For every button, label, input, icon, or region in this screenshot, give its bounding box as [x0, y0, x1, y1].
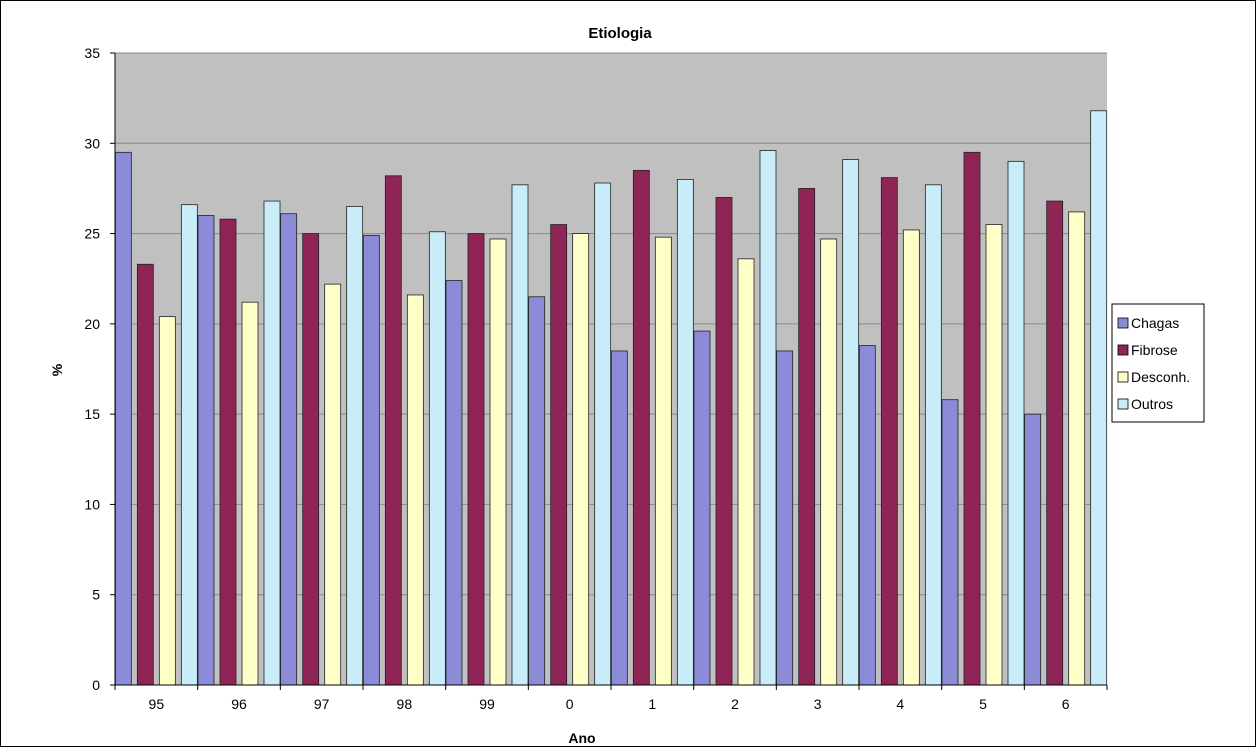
x-tick-label: 2 — [731, 696, 739, 712]
bar-fibrose-98 — [384, 175, 402, 686]
x-tick-label: 96 — [231, 696, 247, 712]
bar-chagas-96 — [197, 215, 215, 686]
bar-desconh-6 — [1068, 211, 1086, 686]
bar-desconh-97 — [324, 283, 342, 686]
bar-fibrose-6 — [1046, 200, 1064, 686]
bar-outros-1 — [676, 178, 694, 686]
bar-outros-95 — [180, 204, 198, 686]
bar-fibrose-4 — [880, 177, 898, 686]
bar-chagas-2 — [693, 330, 711, 686]
y-axis-label: % — [49, 363, 65, 376]
bar-outros-2 — [759, 150, 777, 686]
bar-fibrose-3 — [798, 188, 816, 686]
x-tick-label: 0 — [566, 696, 574, 712]
bar-fibrose-95 — [136, 263, 154, 686]
bar-outros-96 — [263, 200, 281, 686]
bar-desconh-98 — [406, 294, 424, 686]
legend-label-desconh: Desconh. — [1131, 369, 1190, 385]
bar-chagas-98 — [362, 234, 380, 686]
y-tick-label: 5 — [92, 587, 100, 603]
bar-desconh-96 — [241, 301, 259, 686]
bar-chagas-0 — [528, 296, 546, 686]
x-tick-label: 1 — [648, 696, 656, 712]
bar-chagas-4 — [858, 345, 876, 686]
bar-outros-5 — [1007, 160, 1025, 686]
legend-swatch-outros — [1117, 398, 1129, 410]
y-tick-label: 0 — [92, 677, 100, 693]
bar-chagas-97 — [280, 213, 298, 686]
bar-fibrose-96 — [219, 218, 237, 686]
y-tick-label: 25 — [84, 226, 100, 242]
bar-outros-99 — [511, 184, 529, 686]
bar-fibrose-5 — [963, 151, 981, 686]
bar-fibrose-99 — [467, 233, 485, 686]
bar-chagas-3 — [776, 350, 794, 686]
bar-outros-4 — [924, 184, 942, 686]
legend-label-fibrose: Fibrose — [1131, 342, 1178, 358]
bar-desconh-0 — [572, 233, 590, 686]
y-tick-label: 35 — [84, 45, 100, 61]
bar-desconh-2 — [737, 258, 755, 686]
x-tick-label: 6 — [1062, 696, 1070, 712]
y-tick-label: 15 — [84, 406, 100, 422]
bar-chagas-6 — [1024, 413, 1042, 686]
x-tick-label: 4 — [896, 696, 904, 712]
legend: Chagas Fibrose Desconh. Outros — [1111, 303, 1205, 423]
x-tick-label: 95 — [149, 696, 165, 712]
chart-title: Etiologia — [588, 25, 652, 42]
bar-desconh-99 — [489, 238, 507, 686]
bar-fibrose-1 — [632, 169, 650, 686]
x-tick-label: 99 — [479, 696, 495, 712]
bar-desconh-5 — [985, 224, 1003, 686]
plot-area: 0 5 10 15 20 25 30 35 95 96 97 98 99 0 1 2 3 4 5 6 — [84, 45, 1108, 712]
bar-fibrose-97 — [302, 233, 320, 686]
legend-swatch-fibrose — [1117, 344, 1129, 356]
bar-chagas-1 — [610, 350, 628, 686]
bar-fibrose-0 — [550, 224, 568, 686]
bar-desconh-1 — [654, 236, 672, 686]
bar-outros-0 — [594, 182, 612, 686]
legend-label-outros: Outros — [1131, 396, 1173, 412]
x-tick-label: 5 — [979, 696, 987, 712]
y-tick-label: 10 — [84, 496, 100, 512]
bar-desconh-4 — [902, 229, 920, 686]
x-tick-label: 3 — [814, 696, 822, 712]
bar-chagas-95 — [114, 151, 132, 686]
bar-fibrose-2 — [715, 197, 733, 686]
bar-outros-6 — [1090, 110, 1108, 686]
x-tick-label: 97 — [314, 696, 330, 712]
y-tick-label: 20 — [84, 316, 100, 332]
y-tick-label: 30 — [84, 135, 100, 151]
bar-chagas-99 — [445, 280, 463, 686]
bar-outros-98 — [428, 231, 446, 686]
legend-swatch-desconh — [1117, 371, 1129, 383]
bar-outros-97 — [346, 206, 364, 686]
bar-desconh-95 — [158, 316, 176, 686]
bar-desconh-3 — [820, 238, 838, 686]
bar-outros-3 — [842, 159, 860, 686]
x-tick-label: 98 — [397, 696, 413, 712]
bar-chagas-5 — [941, 399, 959, 686]
legend-swatch-chagas — [1117, 317, 1129, 329]
x-axis-label: Ano — [568, 730, 595, 746]
legend-label-chagas: Chagas — [1131, 315, 1179, 331]
